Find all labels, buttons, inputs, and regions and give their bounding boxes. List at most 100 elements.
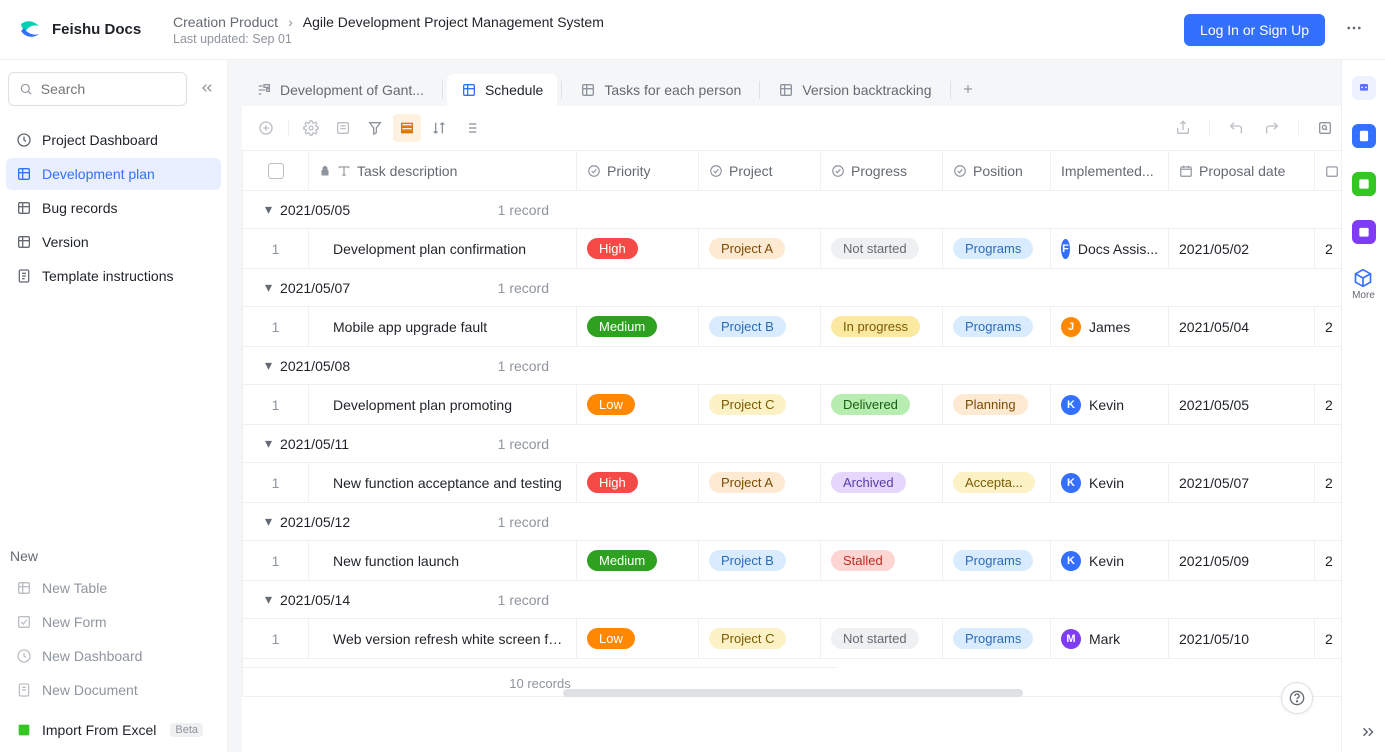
cell-date[interactable]: 2021/05/05 (1169, 385, 1315, 425)
settings-icon[interactable] (297, 114, 325, 142)
cell-date[interactable]: 2021/05/04 (1169, 307, 1315, 347)
cell-priority[interactable]: Low (577, 619, 699, 659)
group-icon[interactable] (393, 114, 421, 142)
more-menu-icon[interactable] (1341, 15, 1367, 44)
caret-down-icon[interactable]: ▾ (265, 357, 272, 374)
cell-project[interactable]: Project A (699, 463, 821, 503)
cell-priority[interactable]: Medium (577, 307, 699, 347)
search-input-wrap[interactable] (8, 72, 187, 106)
cell-position[interactable]: Programs (943, 541, 1051, 581)
sidebar-item[interactable]: Bug records (6, 192, 221, 224)
sidebar-create-item[interactable]: New Form (6, 606, 221, 638)
cell-progress[interactable]: Not started (821, 229, 943, 269)
cell-progress[interactable]: Not started (821, 619, 943, 659)
cell-progress[interactable]: Archived (821, 463, 943, 503)
cell-implemented[interactable]: KKevin (1051, 463, 1169, 503)
sidebar-create-item[interactable]: New Table (6, 572, 221, 604)
tab[interactable]: Schedule (447, 74, 557, 106)
cell-position[interactable]: Programs (943, 619, 1051, 659)
cell-date[interactable]: 2021/05/09 (1169, 541, 1315, 581)
cell-task[interactable]: Development plan promoting (309, 385, 577, 425)
help-button[interactable] (1281, 682, 1313, 714)
group-header[interactable]: ▾2021/05/141 record (243, 581, 1385, 619)
caret-down-icon[interactable]: ▾ (265, 279, 272, 296)
cell-position[interactable]: Programs (943, 307, 1051, 347)
breadcrumb-title[interactable]: Agile Development Project Management Sys… (303, 14, 604, 30)
table-row[interactable]: 1New function acceptance and testingHigh… (243, 463, 1385, 503)
table-row[interactable]: 1Development plan promotingLowProject CD… (243, 385, 1385, 425)
rail-calendar-icon[interactable] (1352, 220, 1376, 244)
cell-progress[interactable]: Delivered (821, 385, 943, 425)
sidebar-import-excel[interactable]: Import From Excel Beta (6, 714, 221, 746)
cell-task[interactable]: Mobile app upgrade fault (309, 307, 577, 347)
sidebar-create-item[interactable]: New Document (6, 674, 221, 706)
caret-down-icon[interactable]: ▾ (265, 435, 272, 452)
cell-date[interactable]: 2021/05/07 (1169, 463, 1315, 503)
cell-task[interactable]: New function acceptance and testing (309, 463, 577, 503)
sidebar-create-item[interactable]: New Dashboard (6, 640, 221, 672)
login-button[interactable]: Log In or Sign Up (1184, 14, 1325, 46)
cell-date[interactable]: 2021/05/10 (1169, 619, 1315, 659)
group-header[interactable]: ▾2021/05/081 record (243, 347, 1385, 385)
sort-icon[interactable] (425, 114, 453, 142)
tab[interactable]: Version backtracking (764, 74, 945, 106)
group-header[interactable]: ▾2021/05/111 record (243, 425, 1385, 463)
tab[interactable]: Tasks for each person (566, 74, 755, 106)
sidebar-item[interactable]: Project Dashboard (6, 124, 221, 156)
cell-task[interactable]: New function launch (309, 541, 577, 581)
group-header[interactable]: ▾2021/05/071 record (243, 269, 1385, 307)
cell-implemented[interactable]: KKevin (1051, 385, 1169, 425)
cell-implemented[interactable]: MMark (1051, 619, 1169, 659)
cell-project[interactable]: Project C (699, 619, 821, 659)
find-icon[interactable] (1311, 114, 1339, 142)
search-input[interactable] (41, 81, 176, 97)
cell-progress[interactable]: Stalled (821, 541, 943, 581)
cell-project[interactable]: Project A (699, 229, 821, 269)
cell-implemented[interactable]: KKevin (1051, 541, 1169, 581)
filter-icon[interactable] (361, 114, 389, 142)
cell-implemented[interactable]: FDocs Assis... (1051, 229, 1169, 269)
header-position[interactable]: Position (943, 151, 1051, 191)
header-project[interactable]: Project (699, 151, 821, 191)
caret-down-icon[interactable]: ▾ (265, 591, 272, 608)
form-icon[interactable] (329, 114, 357, 142)
cell-priority[interactable]: Medium (577, 541, 699, 581)
header-priority[interactable]: Priority (577, 151, 699, 191)
table-row[interactable]: 1Development plan confirmationHighProjec… (243, 229, 1385, 269)
caret-down-icon[interactable]: ▾ (265, 513, 272, 530)
table-row[interactable]: 1New function launchMediumProject BStall… (243, 541, 1385, 581)
table-row[interactable]: 1Web version refresh white screen faultL… (243, 619, 1385, 659)
add-record-icon[interactable] (252, 114, 280, 142)
cell-priority[interactable]: High (577, 229, 699, 269)
sidebar-item[interactable]: Template instructions (6, 260, 221, 292)
sidebar-item[interactable]: Development plan (6, 158, 221, 190)
header-checkbox-cell[interactable] (243, 151, 309, 191)
cell-task[interactable]: Web version refresh white screen fault (309, 619, 577, 659)
cell-priority[interactable]: High (577, 463, 699, 503)
table-row[interactable]: 1Mobile app upgrade faultMediumProject B… (243, 307, 1385, 347)
header-task[interactable]: Task description (309, 151, 577, 191)
caret-down-icon[interactable]: ▾ (265, 201, 272, 218)
checkbox-icon[interactable] (268, 163, 284, 179)
rail-bot-icon[interactable] (1352, 76, 1376, 100)
rail-more[interactable]: More (1352, 268, 1375, 301)
cell-priority[interactable]: Low (577, 385, 699, 425)
horizontal-scrollbar[interactable] (563, 689, 1023, 697)
sidebar-item[interactable]: Version (6, 226, 221, 258)
tab[interactable]: Development of Gant... (242, 74, 438, 106)
cell-task[interactable]: Development plan confirmation (309, 229, 577, 269)
cell-date[interactable]: 2021/05/02 (1169, 229, 1315, 269)
collapse-sidebar-icon[interactable] (195, 76, 219, 103)
undo-icon[interactable] (1222, 114, 1250, 142)
header-progress[interactable]: Progress (821, 151, 943, 191)
redo-icon[interactable] (1258, 114, 1286, 142)
header-proposal-date[interactable]: Proposal date (1169, 151, 1315, 191)
cell-position[interactable]: Accepta... (943, 463, 1051, 503)
logo[interactable]: Feishu Docs (18, 18, 173, 42)
add-tab-icon[interactable] (955, 76, 981, 105)
cell-project[interactable]: Project B (699, 541, 821, 581)
cell-project[interactable]: Project C (699, 385, 821, 425)
rail-sheet-icon[interactable] (1352, 172, 1376, 196)
group-header[interactable]: ▾2021/05/051 record (243, 191, 1385, 229)
cell-progress[interactable]: In progress (821, 307, 943, 347)
